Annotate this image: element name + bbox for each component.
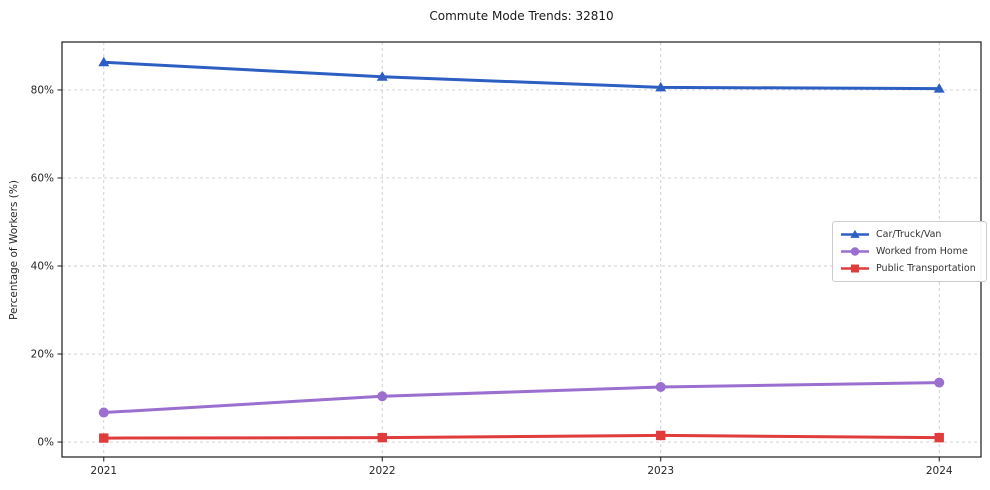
series-marker — [934, 432, 944, 443]
x-tick-label: 2023 — [647, 465, 674, 477]
series-marker — [655, 81, 667, 92]
x-tick-label: 2021 — [90, 465, 117, 477]
legend-label: Car/Truck/Van — [876, 229, 942, 240]
series-marker — [377, 432, 387, 443]
x-tick-label: 2024 — [926, 465, 953, 477]
legend-item: Public Transportation — [840, 262, 976, 275]
y-tick-label: 60% — [31, 172, 54, 184]
legend-marker — [850, 247, 860, 256]
series-marker — [98, 407, 109, 418]
legend-sample-square-icon — [841, 264, 869, 273]
series-marker — [98, 56, 110, 67]
y-tick-label: 80% — [31, 84, 54, 96]
legend-label: Worked from Home — [876, 246, 968, 257]
series-marker — [933, 83, 945, 93]
legend-sample-circle-icon — [841, 247, 869, 256]
y-tick-label: 40% — [31, 261, 54, 273]
y-tick-label: 0% — [37, 437, 54, 449]
legend-label: Public Transportation — [876, 263, 976, 274]
series-marker — [934, 377, 945, 388]
legend-item: Car/Truck/Van — [840, 228, 976, 241]
series-line — [102, 433, 941, 440]
series-marker — [376, 71, 388, 81]
series-marker — [656, 430, 666, 441]
legend: Car/Truck/Van Worked from Home Public Tran… — [832, 221, 987, 282]
series-marker — [377, 391, 388, 402]
legend-marker — [851, 264, 859, 273]
series-line — [102, 381, 941, 415]
legend-marker — [850, 229, 860, 238]
legend-item: Worked from Home — [840, 245, 976, 258]
series-marker — [99, 433, 109, 443]
series-marker — [655, 382, 666, 393]
chart-title: Commute Mode Trends: 32810 — [429, 9, 614, 23]
series-line — [102, 60, 941, 91]
x-tick-label: 2022 — [369, 465, 396, 477]
legend-sample-triangle-icon — [841, 229, 869, 238]
y-tick-label: 20% — [31, 349, 54, 361]
